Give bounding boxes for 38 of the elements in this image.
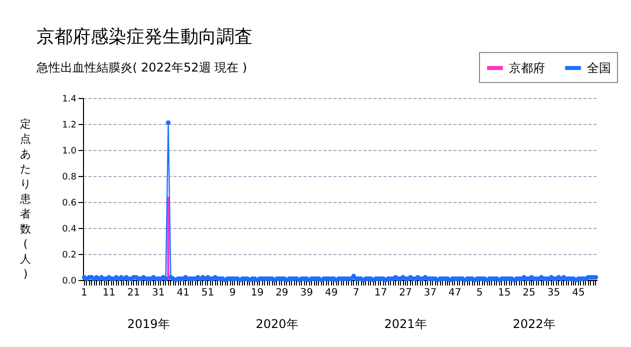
text: 2021年	[384, 317, 427, 331]
y-tick-label: 0.8	[62, 172, 77, 182]
y-tick-label: 0.2	[62, 250, 76, 260]
y-tick-label: 1.2	[62, 120, 76, 130]
x-tick-label: 37	[424, 288, 437, 298]
y-tick-label: 0.0	[62, 276, 77, 286]
x-tick-label: 31	[152, 288, 165, 298]
x-tick-label: 11	[102, 288, 116, 298]
x-tick-label: 17	[374, 288, 388, 298]
x-tick-label: 5	[476, 288, 483, 298]
y-tick-label: 0.6	[62, 198, 77, 208]
text: 2022年	[512, 317, 556, 331]
x-tick-label: 9	[229, 288, 236, 298]
x-tick-label: 25	[522, 288, 536, 298]
legend-label: 全国	[587, 61, 611, 75]
y-tick-label: 1.0	[62, 146, 77, 156]
chart-title: 京都府感染症発生動向調査	[36, 26, 252, 48]
legend-label: 京都府	[509, 61, 545, 75]
x-tick-label: 47	[448, 288, 462, 298]
x-tick-label: 27	[399, 288, 412, 298]
x-tick-label: 19	[250, 288, 264, 298]
x-tick-label: 41	[176, 288, 190, 298]
text: 定点あたり患者数(人)	[20, 118, 31, 280]
x-tick-label: 35	[547, 288, 560, 298]
text: 2019年	[127, 317, 170, 331]
y-tick-label: 1.4	[62, 94, 77, 104]
x-tick-label: 1	[81, 288, 88, 298]
y-tick-label: 0.4	[62, 224, 77, 234]
x-tick-label: 51	[201, 288, 214, 298]
x-tick-label: 7	[352, 288, 360, 298]
chart-subtitle: 急性出血性結膜炎( 2022年52週 現在 )	[36, 60, 248, 74]
x-tick-label: 15	[498, 288, 511, 298]
x-tick-label: 21	[127, 288, 140, 298]
x-tick-label: 39	[300, 288, 314, 298]
x-tick-label: 49	[324, 288, 338, 298]
x-tick-label: 45	[572, 288, 585, 298]
x-tick-label: 29	[276, 288, 288, 298]
text: 2020年	[256, 317, 298, 331]
